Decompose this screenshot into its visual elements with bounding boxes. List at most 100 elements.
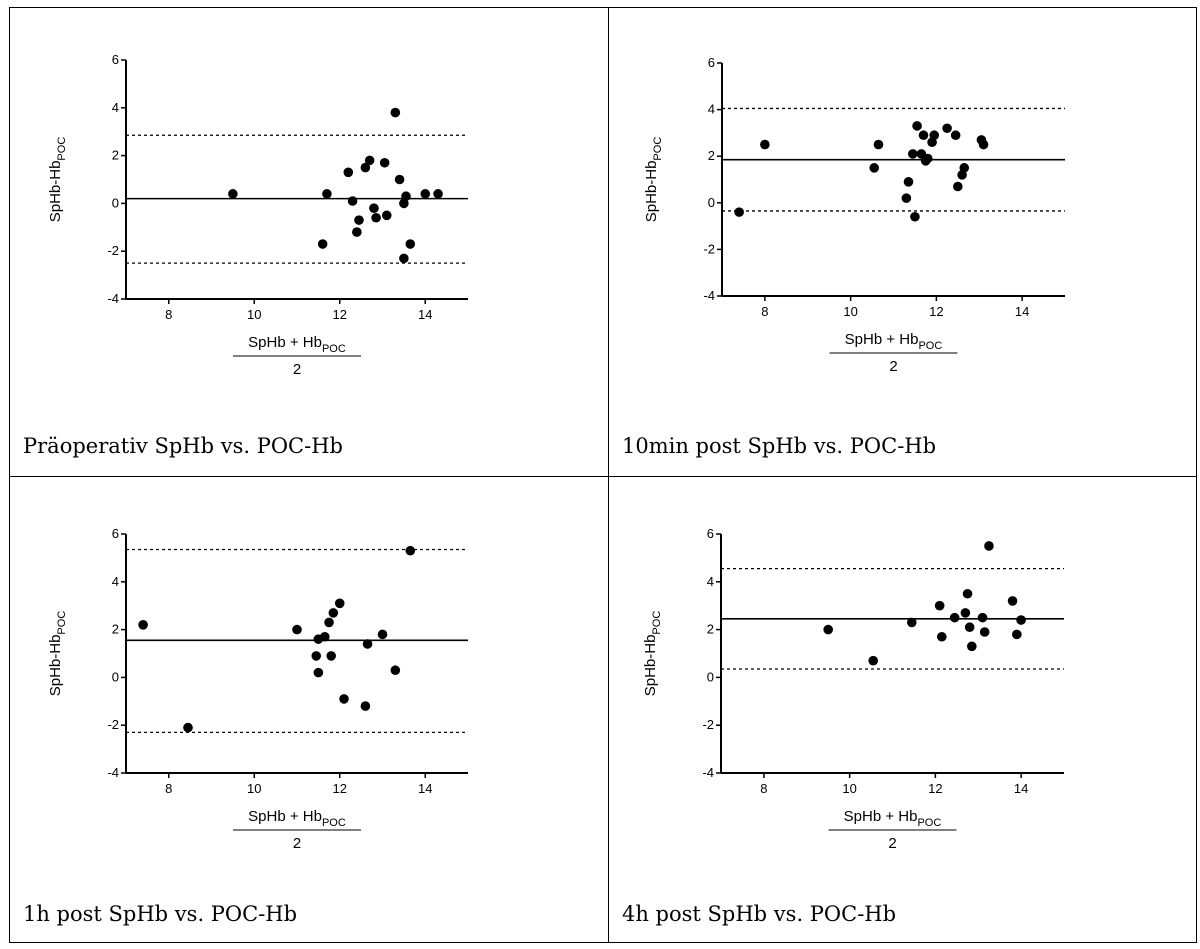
x-tick-label: 14	[418, 307, 432, 322]
data-point	[959, 163, 970, 173]
data-point	[390, 107, 401, 118]
data-point	[381, 210, 392, 221]
data-point	[1016, 615, 1026, 625]
data-point	[360, 701, 371, 711]
data-point	[292, 624, 302, 635]
data-point	[984, 541, 994, 551]
data-point	[907, 149, 918, 159]
panel-4h-post: 6 4 2 0 -2 -4 8 10 12 14 SpHb-HbPOC SpHb + HbPOC 2 4…	[609, 477, 1200, 947]
y-tick-label: 0	[112, 195, 119, 210]
x-tick-label: 8	[761, 304, 768, 319]
y-tick-label: 4	[707, 574, 714, 589]
data-point	[937, 631, 947, 642]
y-axis-label-main: SpHb-Hb	[47, 635, 64, 697]
y-axis-label: SpHb-HbPOC	[643, 137, 664, 223]
data-point	[869, 163, 880, 173]
y-tick-label: -2	[107, 717, 119, 732]
x-tick-label: 12	[333, 781, 347, 796]
y-tick-label: 4	[112, 100, 119, 115]
data-point	[868, 655, 879, 666]
data-point	[760, 139, 770, 150]
x-axis-label-main: SpHb + Hb	[844, 808, 918, 825]
data-point	[929, 130, 940, 141]
x-tick-label: 8	[165, 307, 172, 322]
y-tick-label: 2	[707, 622, 714, 637]
panel-caption: 10min post SpHb vs. POC-Hb	[622, 434, 937, 458]
x-axis-label: SpHb + HbPOC	[844, 808, 942, 829]
y-axis-label: SpHb-HbPOC	[642, 611, 663, 697]
data-point	[953, 181, 963, 192]
x-axis-label: SpHb + HbPOC	[248, 334, 346, 355]
data-point	[319, 631, 330, 642]
x-axis-label: SpHb + HbPOC	[248, 808, 346, 829]
x-axis-label-subscript: POC	[917, 817, 941, 829]
data-point	[942, 123, 952, 134]
y-tick-label: -4	[107, 765, 119, 780]
data-point	[138, 620, 148, 630]
data-point	[326, 651, 337, 661]
panel-1h-post: 6 4 2 0 -2 -4 8 10 12 14 SpHb-HbPOC SpHb + HbPOC 2 1…	[10, 477, 610, 947]
data-point	[734, 207, 744, 217]
data-point	[912, 121, 922, 131]
data-point	[324, 617, 334, 628]
x-axis-label-denominator: 2	[889, 358, 897, 375]
data-point	[362, 639, 373, 649]
y-tick-label: 0	[707, 669, 714, 684]
data-point	[364, 155, 375, 166]
x-tick-label: 10	[842, 781, 856, 796]
data-point	[433, 189, 443, 199]
data-point	[903, 177, 914, 187]
data-point	[354, 215, 364, 225]
x-axis-label-main: SpHb + Hb	[248, 808, 322, 825]
data-point	[405, 545, 416, 556]
y-tick-label: 0	[708, 195, 715, 210]
data-point	[960, 608, 971, 618]
figure-table: 6 4 2 0 -2 -4 8 10 12 14 SpHb-HbPOC SpHb + HbPOC 2 P…	[9, 7, 1197, 943]
y-tick-label: 2	[112, 622, 119, 637]
y-axis-label-subscript: POC	[651, 611, 663, 635]
x-tick-label: 12	[333, 307, 347, 322]
data-point	[228, 189, 238, 199]
panel-caption: 1h post SpHb vs. POC-Hb	[23, 902, 298, 926]
x-tick-label: 10	[247, 781, 261, 796]
x-tick-label: 8	[760, 781, 767, 796]
data-point	[977, 612, 988, 623]
y-tick-label: -4	[703, 288, 715, 303]
data-point	[343, 167, 354, 178]
data-point	[405, 239, 416, 249]
data-point	[399, 253, 409, 264]
x-tick-label: 14	[1015, 304, 1029, 319]
data-point	[394, 174, 405, 185]
data-point	[379, 157, 390, 168]
y-tick-label: 6	[707, 526, 714, 541]
data-point	[923, 153, 933, 164]
data-point	[420, 189, 431, 199]
data-point	[967, 641, 977, 652]
data-point	[910, 211, 920, 222]
data-point	[390, 665, 401, 676]
y-axis-label-subscript: POC	[56, 137, 68, 161]
data-point	[823, 624, 833, 635]
panel-10min-post: 6 4 2 0 -2 -4 8 10 12 14 SpHb-HbPOC SpHb + HbPOC 2 1…	[609, 8, 1200, 478]
y-axis-label-main: SpHb-Hb	[47, 161, 64, 223]
data-point	[873, 139, 884, 150]
panel-caption: Präoperativ SpHb vs. POC-Hb	[23, 434, 343, 458]
x-axis-label: SpHb + HbPOC	[845, 331, 943, 352]
data-point	[347, 196, 358, 206]
x-tick-label: 14	[1014, 781, 1028, 796]
data-point	[401, 191, 411, 202]
panel-caption: 4h post SpHb vs. POC-Hb	[622, 902, 897, 926]
data-point	[978, 139, 989, 150]
x-axis-label-denominator: 2	[293, 361, 301, 378]
y-tick-label: 2	[708, 148, 715, 163]
x-axis-label-denominator: 2	[293, 835, 301, 852]
x-tick-label: 10	[843, 304, 857, 319]
data-point	[377, 629, 388, 640]
y-tick-label: 6	[112, 52, 119, 67]
y-axis-label-main: SpHb-Hb	[642, 635, 659, 697]
y-tick-label: -4	[107, 291, 119, 306]
data-point	[313, 667, 324, 678]
x-axis-label-main: SpHb + Hb	[248, 334, 322, 351]
